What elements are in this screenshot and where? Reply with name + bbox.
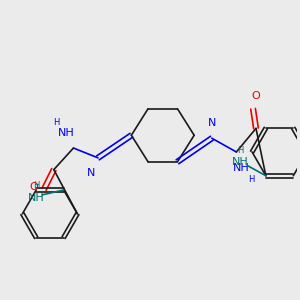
- Text: H: H: [237, 146, 244, 155]
- Text: H: H: [248, 175, 254, 184]
- Text: H: H: [54, 118, 60, 127]
- Text: NH: NH: [232, 157, 249, 167]
- Text: O: O: [252, 91, 260, 101]
- Text: N: N: [87, 168, 95, 178]
- Text: N: N: [208, 118, 216, 128]
- Text: H: H: [33, 181, 39, 190]
- Text: NH: NH: [233, 163, 250, 173]
- Text: O: O: [30, 182, 39, 192]
- Text: NH: NH: [28, 193, 44, 203]
- Text: NH: NH: [58, 128, 75, 138]
